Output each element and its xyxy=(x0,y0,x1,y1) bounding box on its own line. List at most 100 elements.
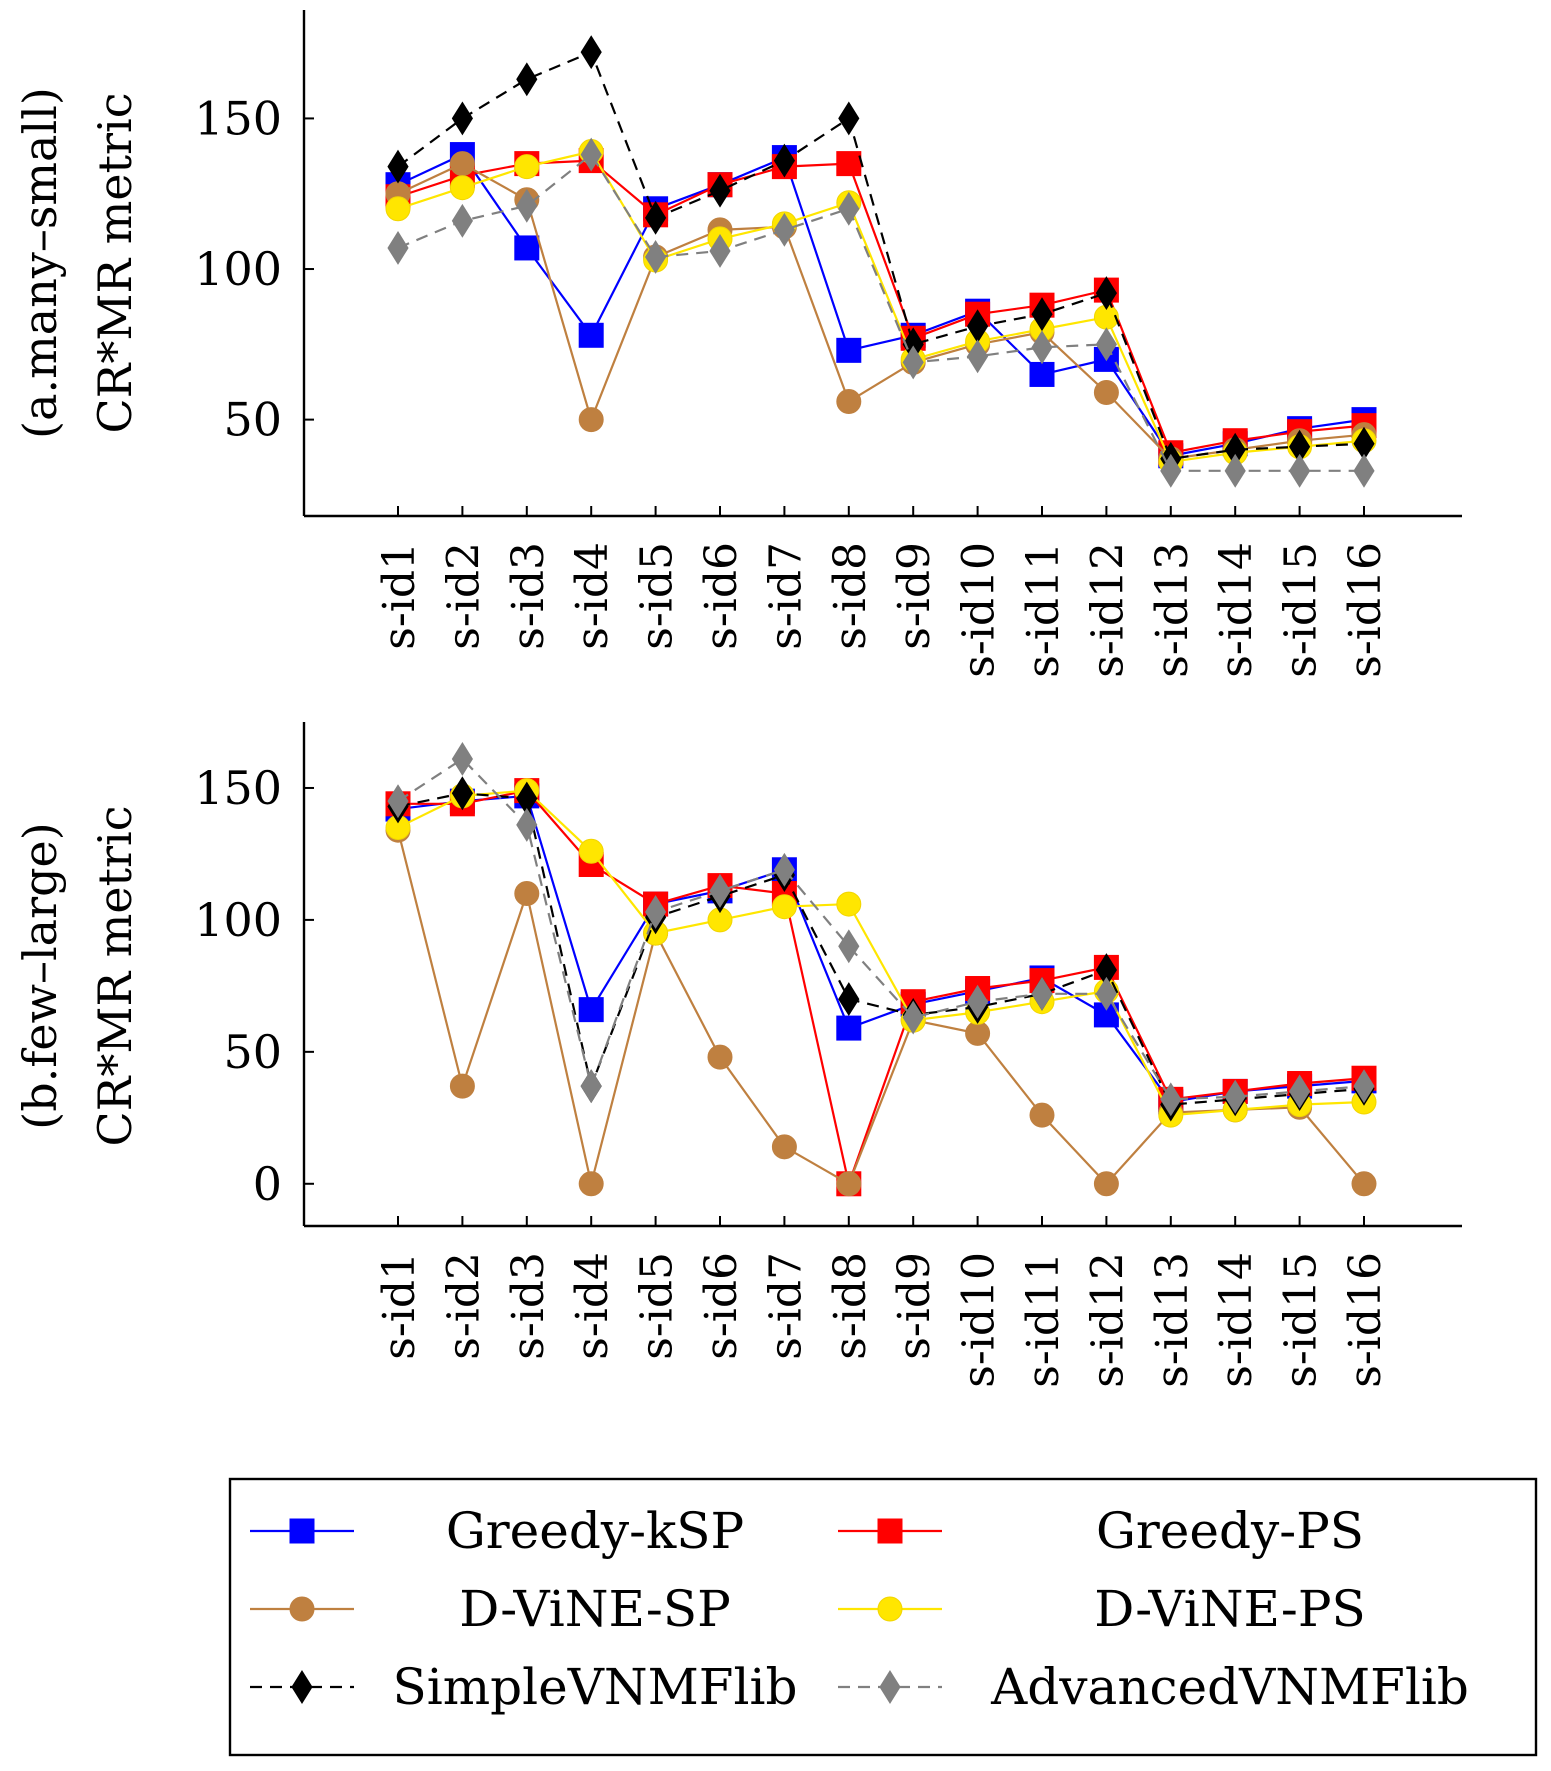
x-tick-label: s-id1 xyxy=(374,542,425,650)
data-point xyxy=(645,895,667,929)
x-tick-label: s-id13 xyxy=(1147,1252,1198,1388)
data-point xyxy=(836,1015,862,1041)
data-point xyxy=(580,137,602,172)
data-point xyxy=(387,230,409,265)
x-tick-label: s-id6 xyxy=(696,542,747,650)
data-point xyxy=(1029,361,1055,387)
data-point xyxy=(1093,1171,1119,1197)
data-point xyxy=(385,196,411,222)
data-point xyxy=(773,212,795,247)
data-point xyxy=(1095,276,1117,311)
series-line xyxy=(397,150,1365,463)
data-point xyxy=(709,234,731,268)
x-tick-label: s-id14 xyxy=(1211,542,1262,678)
data-point xyxy=(449,151,475,177)
x-tick-label: s-id10 xyxy=(954,542,1005,678)
data-point xyxy=(967,984,989,1019)
data-point xyxy=(771,1134,797,1160)
data-point xyxy=(1351,1171,1377,1197)
data-point xyxy=(1031,330,1053,365)
series-line xyxy=(397,757,1365,1101)
data-point xyxy=(451,741,473,776)
data-point xyxy=(451,203,473,238)
data-point xyxy=(580,1069,602,1104)
series-d-vine-ps xyxy=(385,139,1377,475)
data-point xyxy=(707,1044,733,1070)
y-tick-label: 50 xyxy=(223,393,282,447)
x-tick-label: s-id15 xyxy=(1276,542,1327,678)
data-point xyxy=(514,154,540,180)
y-axis-title-line2: CR*MR metric xyxy=(88,806,142,1147)
data-point xyxy=(1031,297,1053,332)
data-point xyxy=(578,407,604,433)
data-point xyxy=(838,929,860,964)
x-tick-label: s-id8 xyxy=(825,542,876,650)
legend-marker xyxy=(289,1596,315,1622)
series-line xyxy=(397,50,1365,460)
data-point xyxy=(836,1171,862,1197)
legend-label: Greedy-PS xyxy=(1096,1502,1364,1560)
series-greedy-ps xyxy=(385,778,1377,1197)
data-point xyxy=(771,894,797,920)
legend-label: AdvancedVNMFlib xyxy=(990,1658,1469,1716)
data-point xyxy=(516,188,538,223)
data-point xyxy=(578,322,604,348)
series-simplevnmflib xyxy=(387,35,1375,476)
x-tick-label: s-id11 xyxy=(1018,1252,1069,1388)
legend-marker xyxy=(879,1670,901,1704)
data-point xyxy=(965,1020,991,1046)
series-line xyxy=(398,789,1365,1188)
x-tick-label: s-id4 xyxy=(567,542,618,650)
x-tick-label: s-id1 xyxy=(374,1252,425,1360)
data-point xyxy=(449,175,475,201)
x-tick-label: s-id14 xyxy=(1211,1252,1262,1388)
data-point xyxy=(1029,1102,1055,1128)
data-point xyxy=(578,997,604,1023)
x-tick-label: s-id8 xyxy=(825,1252,876,1360)
legend-item-d-vine-sp: D-ViNE-SP xyxy=(250,1580,731,1638)
x-tick-label: s-id16 xyxy=(1340,1252,1391,1388)
x-tick-label: s-id13 xyxy=(1147,542,1198,678)
series-line xyxy=(396,829,1365,1186)
chart-panel-b: 0 50 100 150 s-id1 s-id2 s-id3 s-id4 s-id5 s-id6 s… xyxy=(13,722,1462,1388)
legend-item-greedy-ps: Greedy-PS xyxy=(838,1502,1364,1560)
legend: Greedy-kSP Greedy-PS D-ViNE-SP D-ViNE-PS Sim… xyxy=(228,1477,1538,1757)
data-point xyxy=(514,881,540,907)
x-tick-label: s-id12 xyxy=(1082,542,1133,678)
series-line xyxy=(397,792,1365,1106)
data-point xyxy=(1224,1079,1246,1114)
series-line xyxy=(397,162,1365,460)
data-point xyxy=(709,873,731,908)
series-advancedvnmflib xyxy=(387,137,1375,488)
y-tick-label: 0 xyxy=(253,1157,282,1211)
data-point xyxy=(902,345,924,380)
legend-item-simplevnmflib: SimpleVNMFlib xyxy=(250,1658,797,1716)
x-tick-label: s-id2 xyxy=(438,542,489,650)
series-line xyxy=(397,152,1364,472)
data-point xyxy=(773,143,795,178)
data-point xyxy=(1353,1069,1375,1104)
legend-label: D-ViNE-SP xyxy=(459,1580,730,1638)
data-point xyxy=(1289,453,1311,488)
x-tick-label: s-id6 xyxy=(696,1252,747,1360)
data-point xyxy=(1031,976,1053,1011)
data-point xyxy=(1095,327,1117,362)
data-point xyxy=(902,1000,924,1035)
x-tick-label: s-id5 xyxy=(632,1252,683,1360)
data-point xyxy=(836,891,862,917)
legend-marker xyxy=(289,1518,315,1544)
y-tick-label: 50 xyxy=(223,1025,282,1079)
x-tick-label: s-id4 xyxy=(567,1252,618,1360)
data-point xyxy=(578,838,604,864)
data-point xyxy=(1093,380,1119,406)
legend-marker xyxy=(877,1596,903,1622)
data-point xyxy=(578,1171,604,1197)
legend-label: SimpleVNMFlib xyxy=(393,1658,798,1716)
data-point xyxy=(1224,453,1246,488)
x-tick-label: s-id15 xyxy=(1276,1252,1327,1388)
legend-label: Greedy-kSP xyxy=(446,1502,744,1560)
x-tick-label: s-id11 xyxy=(1018,542,1069,678)
y-tick-label: 100 xyxy=(194,893,282,947)
x-tick-label: s-id16 xyxy=(1340,542,1391,678)
